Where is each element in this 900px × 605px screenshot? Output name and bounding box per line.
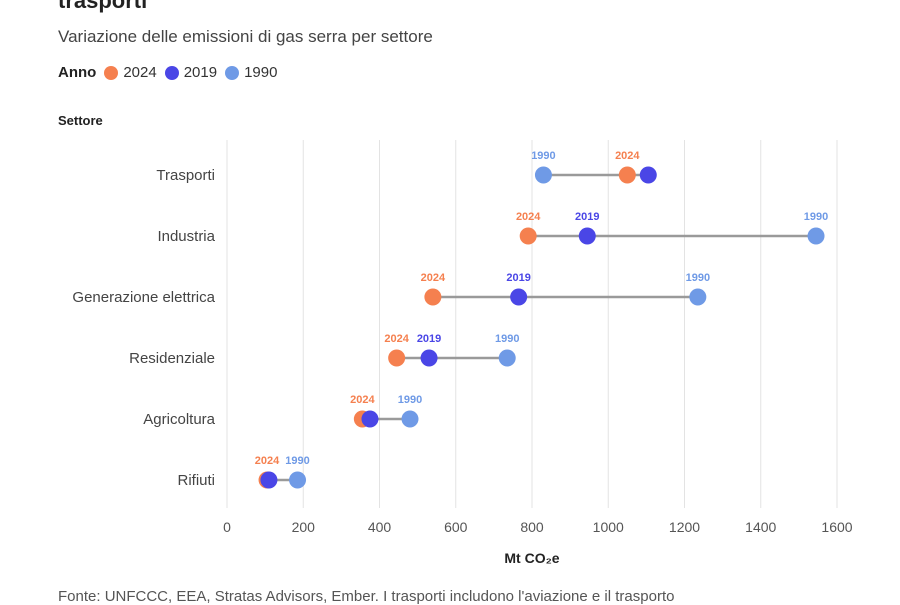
dot-generazione-elettrica-2019 — [510, 288, 528, 306]
chart-subtitle: Variazione delle emissioni di gas serra … — [58, 27, 433, 46]
x-tick-label-1000: 1000 — [593, 519, 624, 535]
legend-dot-2019 — [164, 65, 179, 80]
legend-label-2019: 2019 — [183, 64, 218, 81]
dot-trasporti-2019 — [639, 166, 657, 184]
x-tick-label-0: 0 — [223, 519, 231, 535]
dot-agricoltura-2019 — [361, 410, 379, 428]
y-axis-title: Settore — [58, 113, 103, 128]
legend-title: Anno — [58, 64, 97, 81]
category-label-rifiuti: Rifiuti — [177, 472, 215, 489]
dot-residenziale-2019 — [420, 349, 438, 367]
legend-label-1990: 1990 — [244, 64, 278, 81]
data-label-residenziale-2024: 2024 — [384, 333, 409, 345]
category-label-industria: Industria — [157, 228, 215, 245]
data-label-rifiuti-1990: 1990 — [285, 455, 309, 467]
data-label-industria-2019: 2019 — [575, 211, 599, 223]
x-tick-label-1400: 1400 — [745, 519, 776, 535]
dot-residenziale-2024 — [388, 349, 406, 367]
dot-industria-1990 — [807, 227, 825, 245]
data-label-agricoltura-2024: 2024 — [350, 394, 375, 406]
legend-item-2019: 2019 — [164, 64, 218, 81]
dot-industria-2024 — [519, 227, 537, 245]
category-label-generazione-elettrica: Generazione elettrica — [72, 289, 215, 306]
data-label-residenziale-2019: 2019 — [417, 333, 441, 345]
dot-industria-2019 — [578, 227, 596, 245]
dot-residenziale-1990 — [498, 349, 516, 367]
data-label-generazione-elettrica-2024: 2024 — [421, 272, 446, 284]
category-label-residenziale: Residenziale — [129, 350, 215, 367]
x-axis-title: Mt CO₂e — [504, 550, 559, 566]
x-tick-label-1600: 1600 — [821, 519, 852, 535]
category-label-agricoltura: Agricoltura — [143, 411, 215, 428]
dot-agricoltura-1990 — [401, 410, 419, 428]
legend: Anno 2024 2019 1990 — [58, 64, 285, 81]
legend-item-1990: 1990 — [225, 64, 277, 81]
chart-title: trasporti — [58, 0, 148, 13]
dot-generazione-elettrica-1990 — [689, 288, 707, 306]
dot-rifiuti-2019 — [260, 471, 278, 489]
x-tick-label-200: 200 — [292, 519, 316, 535]
data-label-rifiuti-2024: 2024 — [255, 455, 280, 467]
data-label-agricoltura-1990: 1990 — [398, 394, 422, 406]
dot-generazione-elettrica-2024 — [424, 288, 442, 306]
dot-rifiuti-1990 — [289, 471, 307, 489]
legend-dot-2024 — [104, 65, 119, 80]
data-label-industria-2024: 2024 — [516, 211, 541, 223]
data-label-generazione-elettrica-2019: 2019 — [506, 272, 530, 284]
data-label-trasporti-2024: 2024 — [615, 150, 640, 162]
dot-trasporti-2024 — [618, 166, 636, 184]
category-label-trasporti: Trasporti — [156, 167, 215, 184]
data-label-trasporti-1990: 1990 — [531, 150, 555, 162]
x-tick-label-1200: 1200 — [669, 519, 700, 535]
legend-item-2024: 2024 — [104, 64, 157, 81]
x-tick-label-400: 400 — [368, 519, 392, 535]
data-label-residenziale-1990: 1990 — [495, 333, 519, 345]
data-label-generazione-elettrica-1990: 1990 — [686, 272, 710, 284]
legend-label-2024: 2024 — [123, 64, 157, 81]
x-tick-label-600: 600 — [444, 519, 468, 535]
legend-dot-1990 — [225, 65, 240, 80]
dot-trasporti-1990 — [534, 166, 552, 184]
x-tick-label-800: 800 — [520, 519, 544, 535]
data-label-industria-1990: 1990 — [804, 211, 828, 223]
source-note: Fonte: UNFCCC, EEA, Stratas Advisors, Em… — [58, 588, 675, 605]
